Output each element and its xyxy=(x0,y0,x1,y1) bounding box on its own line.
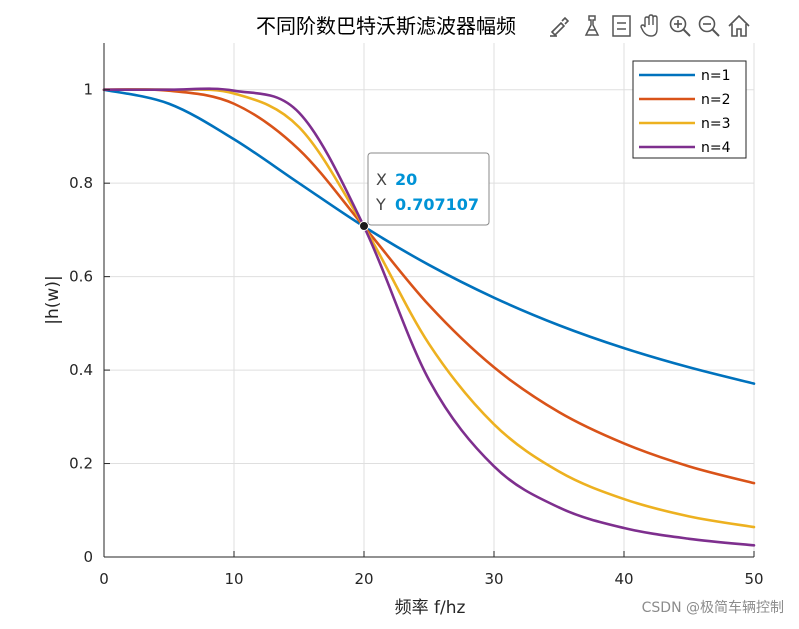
legend-label: n=4 xyxy=(701,140,731,156)
axes xyxy=(103,43,755,558)
x-tick-label: 20 xyxy=(354,570,373,588)
legend-label: n=3 xyxy=(701,116,731,132)
legend-icon[interactable] xyxy=(610,14,634,38)
data-tip-marker xyxy=(359,221,369,231)
brush-icon[interactable] xyxy=(548,14,572,38)
x-axis-label: 频率 f/hz xyxy=(395,598,466,618)
y-tick-label: 0.2 xyxy=(69,455,93,473)
chart-title: 不同阶数巴特沃斯滤波器幅频 xyxy=(256,14,516,38)
zoom-in-icon[interactable] xyxy=(668,14,692,38)
legend-box xyxy=(632,60,747,159)
data-tip-x-value: 20 xyxy=(395,170,417,189)
series-line-3[interactable] xyxy=(102,88,756,529)
y-tick-label: 0.4 xyxy=(69,361,93,379)
x-tick-label: 40 xyxy=(614,570,633,588)
data-cursor-icon[interactable] xyxy=(580,14,604,38)
x-tick-label: 10 xyxy=(224,570,243,588)
zoom-out-icon[interactable] xyxy=(697,14,721,38)
series-line-2[interactable] xyxy=(102,88,756,485)
x-tick-label: 0 xyxy=(99,570,109,588)
y-tick-label: 0.8 xyxy=(69,174,93,192)
legend[interactable]: n=1 n=2 n=3 n=4 xyxy=(632,60,747,159)
watermark: CSDN @极简车辆控制 xyxy=(642,599,784,616)
home-icon[interactable] xyxy=(727,14,751,38)
data-tip[interactable]: X 20 Y 0.707107 xyxy=(359,152,490,231)
x-tick-label: 30 xyxy=(484,570,503,588)
y-tick-label: 0 xyxy=(83,548,93,566)
legend-label: n=1 xyxy=(701,68,731,84)
data-tip-x-label: X xyxy=(376,170,387,189)
series-line-1[interactable] xyxy=(102,88,756,385)
axes-toolbar xyxy=(548,14,751,38)
series-line-4[interactable] xyxy=(102,87,756,547)
y-axis-label: |h(w)| xyxy=(43,275,63,324)
data-tip-box xyxy=(367,152,490,226)
legend-label: n=2 xyxy=(701,92,731,108)
y-tick-label: 0.6 xyxy=(69,268,93,286)
series-layer xyxy=(102,87,756,547)
data-tip-y-label: Y xyxy=(375,195,386,214)
x-tick-label: 50 xyxy=(744,570,763,588)
pan-icon[interactable] xyxy=(638,14,662,38)
y-tick-label: 1 xyxy=(83,81,93,99)
tick-labels: 0 10 20 30 40 50 0 0.2 0.4 0.6 0.8 1 xyxy=(69,81,763,588)
data-tip-y-value: 0.707107 xyxy=(395,195,479,214)
